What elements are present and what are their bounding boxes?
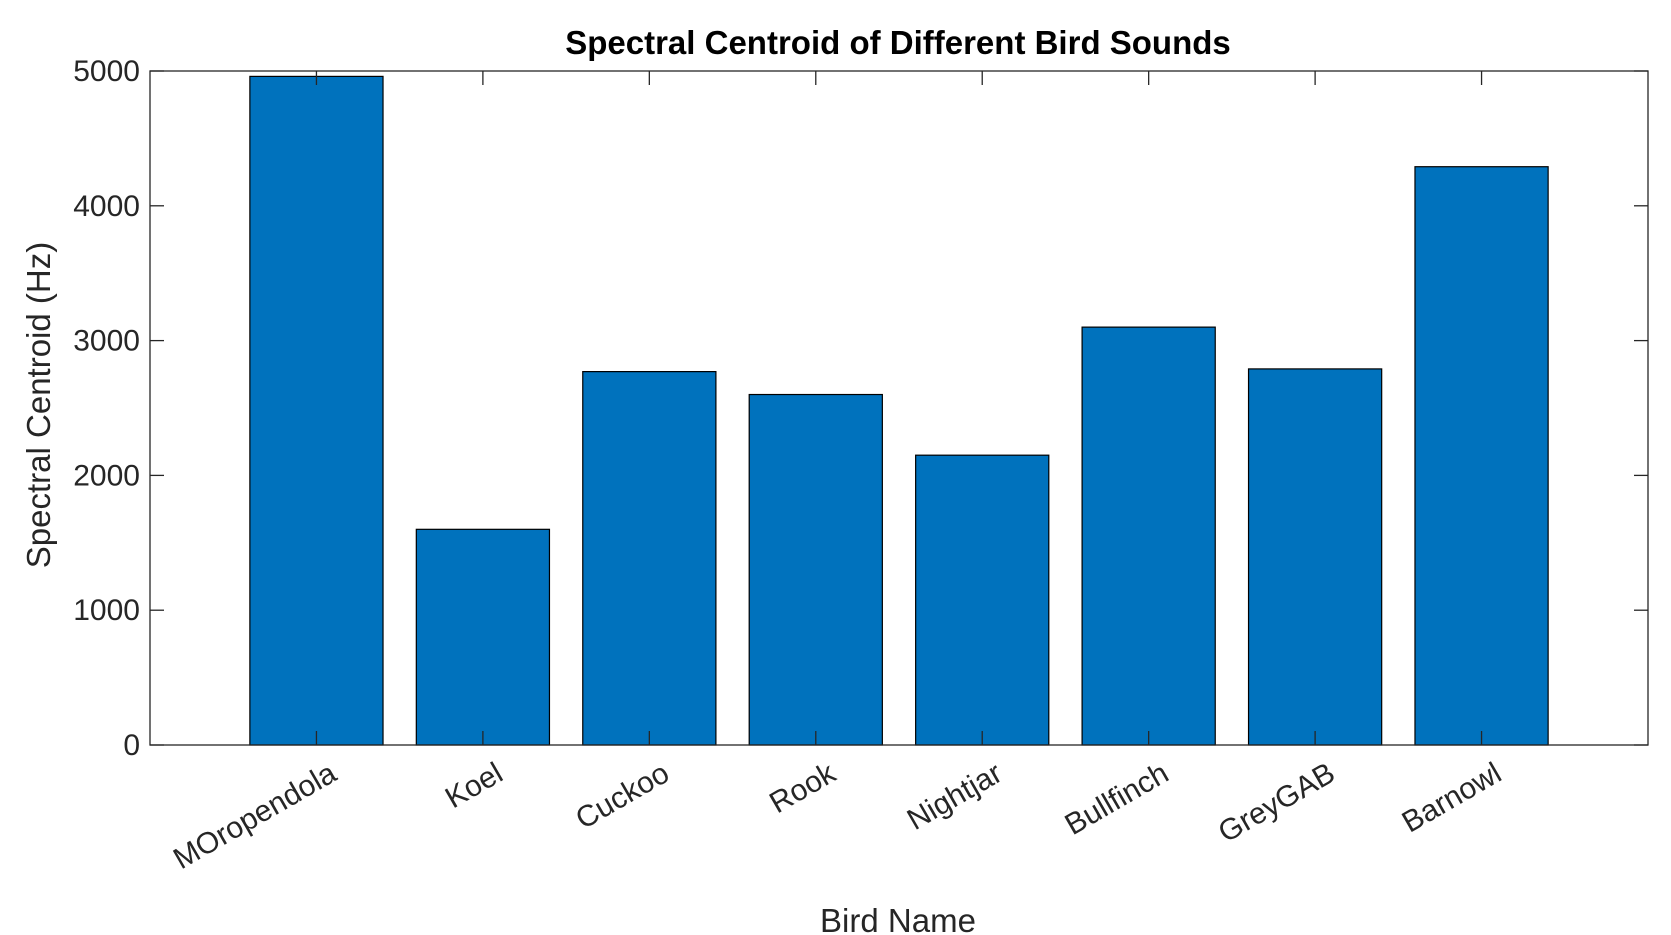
y-tick-label: 3000 [73,325,140,358]
y-tick-label: 2000 [73,459,140,492]
y-tick-label: 4000 [73,190,140,223]
bar-barnowl [1414,166,1549,746]
chart-title: Spectral Centroid of Different Bird Soun… [565,24,1231,61]
bar-cuckoo [582,371,717,746]
y-tick-label: 5000 [73,55,140,88]
y-axis-label: Spectral Centroid (Hz) [20,242,57,568]
x-axis-label: Bird Name [820,902,976,935]
bar-koel [415,528,551,746]
axes-group [149,70,1649,746]
bar-rook [748,393,883,746]
bar-greygab [1247,368,1383,746]
y-tick-label: 1000 [73,594,140,627]
bars-group [249,75,1549,746]
y-tick-label: 0 [123,729,140,762]
bar-nightjar [915,454,1050,746]
bar-moropendola [249,75,384,746]
axes-box [149,70,1649,746]
bar-bullfinch [1081,326,1216,746]
